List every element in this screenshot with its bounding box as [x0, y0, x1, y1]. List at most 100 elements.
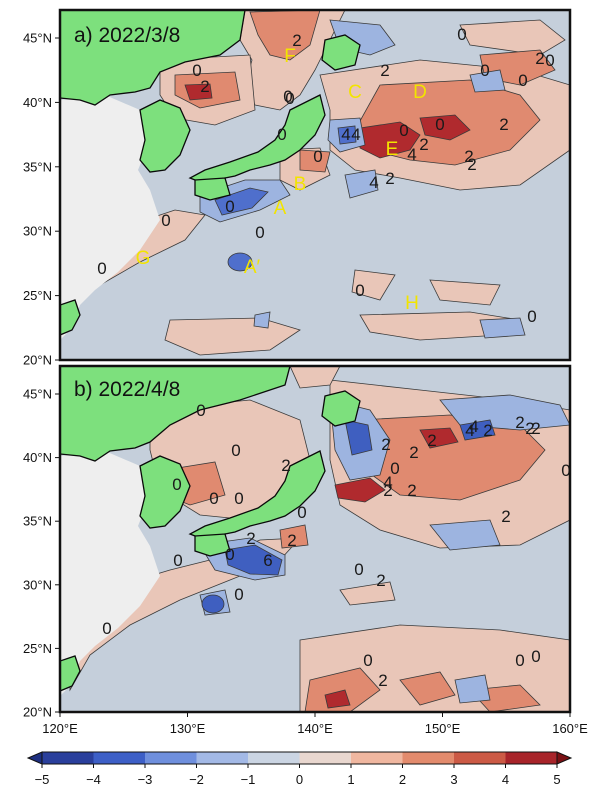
contour-label: 2: [483, 421, 492, 440]
contour-label: 0: [277, 125, 286, 144]
contour-label: 2: [531, 419, 540, 438]
contour-label: 0: [457, 25, 466, 44]
colorbar-segment: [145, 752, 197, 764]
contour-label: 2: [427, 431, 436, 450]
contour-label: 0: [354, 560, 363, 579]
panel-a-frame: [58, 8, 572, 362]
contour-label: 0: [313, 147, 322, 166]
panel-a-hot-core: [184, 83, 471, 159]
contour-label: 2: [467, 155, 476, 174]
colorbar-tick-label: 1: [347, 772, 354, 787]
region-label: D: [413, 82, 427, 103]
colorbar-tick-label: −2: [189, 772, 204, 787]
colorbar-tick-label: −1: [241, 772, 256, 787]
panel-a-land: [60, 10, 361, 336]
contour-label: 0: [192, 61, 201, 80]
lat-tick-label: 30°N: [23, 577, 52, 592]
region-label: E: [386, 139, 399, 160]
contour-label: 4: [341, 125, 350, 144]
colorbar-tick-label: −3: [138, 772, 153, 787]
region-label: C: [348, 82, 362, 103]
contour-label: 2: [200, 77, 209, 96]
contour-label: 4: [469, 417, 478, 436]
contour-label: 2: [380, 61, 389, 80]
contour-label: 0: [355, 281, 364, 300]
lon-tick-label: 160°E: [552, 721, 588, 736]
lat-tick-label: 45°N: [23, 387, 52, 402]
contour-label: 0: [515, 651, 524, 670]
contour-label: 0: [531, 647, 540, 666]
contour-label: 2: [376, 571, 385, 590]
lat-tick-label: 20°N: [23, 353, 52, 368]
contour-label: 0: [102, 619, 111, 638]
contour-label: 0: [435, 115, 444, 134]
contour-label: 0: [363, 651, 372, 670]
contour-label: 4: [351, 125, 360, 144]
contour-label: 2: [501, 507, 510, 526]
contour-label: 0: [527, 307, 536, 326]
panel-a-title: a) 2022/3/8: [74, 24, 180, 47]
panel-a-strong-cold: [214, 125, 357, 272]
lat-tick-label: 25°N: [23, 641, 52, 656]
contour-label: 4: [369, 173, 378, 192]
contour-label: 2: [535, 49, 544, 68]
contour-label: 2: [525, 419, 534, 438]
contour-label: 0: [97, 259, 106, 278]
lat-tick-label: 25°N: [23, 288, 52, 303]
contour-label: 0: [234, 585, 243, 604]
lat-tick-label: 40°N: [23, 95, 52, 110]
contour-label: 0: [231, 441, 240, 460]
contour-label: 2: [515, 413, 524, 432]
colorbar-segment: [402, 752, 455, 764]
region-label: H: [405, 293, 419, 314]
contour-label: 0: [225, 197, 234, 216]
contour-label: 2: [419, 135, 428, 154]
contour-label: 0: [480, 61, 489, 80]
contour-label: 2: [292, 31, 301, 50]
contour-label: 0: [285, 89, 294, 108]
contour-label: 0: [173, 551, 182, 570]
colorbar-tick-label: 5: [553, 772, 560, 787]
contour-label: 6: [263, 551, 272, 570]
contour-label: 4: [383, 473, 392, 492]
contour-label: 2: [385, 169, 394, 188]
lat-tick-label: 30°N: [23, 224, 52, 239]
colorbar-segment: [196, 752, 249, 764]
contour-label: 2: [381, 435, 390, 454]
panel-b-strong-cold: [201, 419, 496, 614]
contour-label: 2: [499, 115, 508, 134]
lon-tick-label: 150°E: [425, 721, 461, 736]
colorbar-tick-label: 4: [502, 772, 509, 787]
contour-label: 0: [518, 71, 527, 90]
colorbar-segment: [454, 752, 506, 764]
colorbar-segment: [42, 752, 94, 764]
lon-tick-label: 120°E: [42, 721, 78, 736]
contour-label: 0: [561, 461, 570, 480]
colorbar-tick-label: 2: [399, 772, 406, 787]
contour-label: 0: [399, 121, 408, 140]
contour-label: 0: [161, 211, 170, 230]
contour-label: 0: [225, 545, 234, 564]
contour-label: 2: [287, 531, 296, 550]
lat-tick-label: 40°N: [23, 450, 52, 465]
panel-b-hot-core: [324, 427, 459, 709]
contour-label: 0: [209, 489, 218, 508]
colorbar-max-arrow: [556, 751, 573, 765]
contour-label: 2: [281, 456, 290, 475]
colorbar-tick-label: −5: [35, 772, 50, 787]
panel-a-china: [60, 95, 160, 340]
region-label: B: [294, 174, 307, 195]
contour-label: 0: [172, 475, 181, 494]
colorbar-segment: [351, 752, 403, 764]
region-label: F: [284, 46, 296, 67]
panel-a-lat-ticks: 45°N 40°N 35°N 30°N 25°N 20°N: [23, 31, 60, 368]
colorbar-segment: [299, 752, 352, 764]
region-label: A′: [244, 257, 261, 278]
region-label: A: [274, 198, 287, 219]
